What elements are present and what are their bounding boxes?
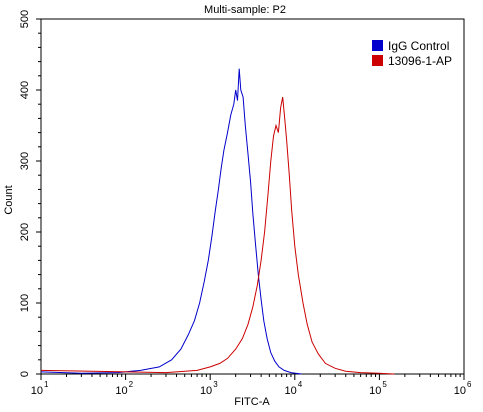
y-tick-label-0: 0: [19, 371, 31, 377]
x-tick-exponent: 1: [44, 380, 49, 389]
x-tick-exponent: 3: [213, 380, 218, 389]
y-tick-label-500: 500: [19, 10, 31, 28]
x-tick-label-3: 103: [200, 380, 218, 397]
x-tick-label-2: 102: [115, 380, 133, 397]
x-tick-base: 10: [115, 385, 127, 397]
series-line-1: [40, 68, 302, 375]
y-tick-label-300: 300: [19, 152, 31, 170]
x-tick-base: 10: [200, 385, 212, 397]
x-tick-base: 10: [31, 385, 43, 397]
x-tick-label-1: 101: [31, 380, 49, 397]
chart-title: Multi-sample: P2: [204, 4, 286, 16]
x-axis-label: FITC-A: [234, 396, 270, 408]
x-tick-exponent: 6: [467, 380, 472, 389]
y-axis-label: Count: [3, 185, 15, 214]
x-tick-exponent: 2: [129, 380, 134, 389]
x-tick-base: 10: [369, 385, 381, 397]
plot-frame: [40, 18, 465, 375]
y-tick-label-100: 100: [19, 294, 31, 312]
legend-label-1: IgG Control: [388, 39, 449, 53]
x-tick-exponent: 4: [298, 380, 303, 389]
x-tick-label-4: 104: [285, 380, 303, 397]
legend-swatch-1: [372, 40, 383, 51]
y-axis: 0 100 200 300 400 500: [19, 10, 41, 377]
x-tick-base: 10: [454, 385, 466, 397]
y-tick-label-400: 400: [19, 81, 31, 99]
legend-swatch-2: [372, 55, 383, 66]
series-line-2: [40, 97, 395, 375]
series-layer: [40, 68, 395, 375]
legend-label-2: 13096-1-AP: [388, 54, 452, 68]
x-tick-exponent: 5: [382, 380, 387, 389]
y-tick-label-200: 200: [19, 223, 31, 241]
x-tick-label-5: 105: [369, 380, 387, 397]
x-tick-label-6: 106: [454, 380, 472, 397]
x-tick-base: 10: [285, 385, 297, 397]
